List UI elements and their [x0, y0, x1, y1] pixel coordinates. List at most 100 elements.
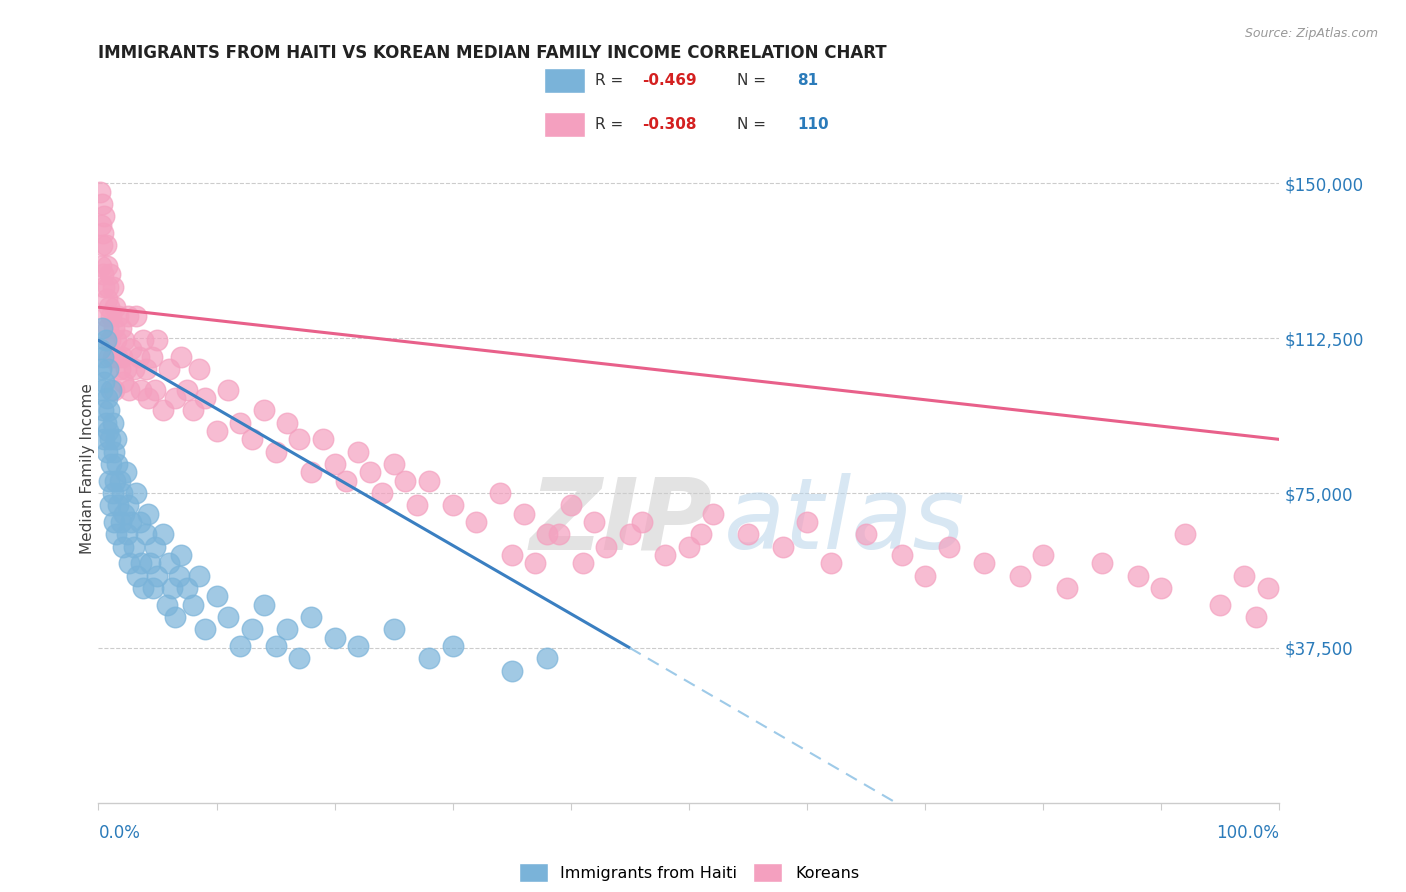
Point	[240, 433, 263, 447]
Point	[94, 416, 117, 430]
Point	[1257, 581, 1279, 595]
Point	[125, 486, 148, 500]
Point	[129, 556, 152, 570]
Point	[139, 556, 162, 570]
Point	[253, 598, 276, 612]
Point	[157, 362, 180, 376]
Text: N =: N =	[737, 73, 766, 88]
Point	[108, 362, 131, 376]
Point	[1032, 548, 1054, 562]
Point	[441, 499, 464, 513]
Point	[132, 581, 155, 595]
Point	[98, 403, 121, 417]
Point	[128, 515, 150, 529]
Point	[571, 556, 593, 570]
Point	[105, 350, 128, 364]
Point	[118, 383, 141, 397]
Point	[465, 515, 488, 529]
Point	[93, 433, 115, 447]
Point	[98, 333, 121, 347]
Point	[217, 383, 239, 397]
Point	[91, 226, 114, 240]
Point	[107, 309, 129, 323]
Point	[114, 362, 136, 376]
Point	[98, 474, 121, 488]
Point	[323, 457, 346, 471]
Point	[394, 474, 416, 488]
Point	[501, 664, 523, 678]
Point	[104, 474, 127, 488]
Point	[89, 342, 111, 356]
Point	[1174, 527, 1197, 541]
Text: ZIP: ZIP	[530, 474, 713, 570]
Point	[146, 568, 169, 582]
Point	[114, 466, 136, 480]
Point	[176, 581, 198, 595]
Point	[276, 623, 298, 637]
Text: R =: R =	[595, 73, 628, 88]
Point	[536, 651, 558, 665]
Point	[93, 210, 115, 224]
Text: 110: 110	[797, 117, 830, 132]
Point	[111, 486, 134, 500]
Point	[299, 466, 322, 480]
Point	[98, 350, 121, 364]
Point	[103, 515, 125, 529]
Point	[187, 362, 209, 376]
Text: N =: N =	[737, 117, 770, 132]
Point	[176, 383, 198, 397]
Text: -0.308: -0.308	[643, 117, 697, 132]
Point	[264, 639, 287, 653]
Point	[118, 556, 141, 570]
Point	[101, 279, 124, 293]
Point	[165, 610, 187, 624]
Point	[122, 540, 145, 554]
Point	[101, 416, 124, 430]
Point	[914, 568, 936, 582]
Point	[382, 623, 405, 637]
Point	[264, 444, 287, 458]
Point	[299, 610, 322, 624]
Legend: Immigrants from Haiti, Koreans: Immigrants from Haiti, Koreans	[512, 856, 866, 888]
FancyBboxPatch shape	[544, 69, 585, 93]
Point	[595, 540, 617, 554]
Point	[170, 548, 193, 562]
Point	[142, 581, 165, 595]
Point	[489, 486, 512, 500]
Point	[91, 238, 114, 252]
Point	[160, 581, 183, 595]
Point	[91, 403, 114, 417]
Point	[98, 267, 121, 281]
Point	[371, 486, 394, 500]
Point	[132, 333, 155, 347]
Point	[97, 321, 120, 335]
Point	[105, 527, 128, 541]
Point	[93, 375, 115, 389]
Point	[156, 598, 179, 612]
Point	[110, 515, 132, 529]
Point	[938, 540, 960, 554]
Point	[105, 457, 128, 471]
Point	[194, 623, 217, 637]
Point	[418, 474, 440, 488]
Point	[1244, 610, 1267, 624]
Point	[112, 507, 135, 521]
Point	[524, 556, 547, 570]
Point	[205, 590, 228, 604]
Point	[100, 309, 122, 323]
Point	[152, 527, 174, 541]
Point	[229, 639, 252, 653]
Text: Source: ZipAtlas.com: Source: ZipAtlas.com	[1244, 27, 1378, 40]
Point	[97, 279, 120, 293]
Text: IMMIGRANTS FROM HAITI VS KOREAN MEDIAN FAMILY INCOME CORRELATION CHART: IMMIGRANTS FROM HAITI VS KOREAN MEDIAN F…	[98, 45, 887, 62]
Point	[100, 383, 122, 397]
Point	[101, 350, 124, 364]
Point	[143, 383, 166, 397]
Point	[678, 540, 700, 554]
Point	[229, 416, 252, 430]
Point	[141, 350, 163, 364]
Point	[973, 556, 995, 570]
Point	[112, 333, 135, 347]
Point	[240, 623, 263, 637]
Point	[157, 556, 180, 570]
